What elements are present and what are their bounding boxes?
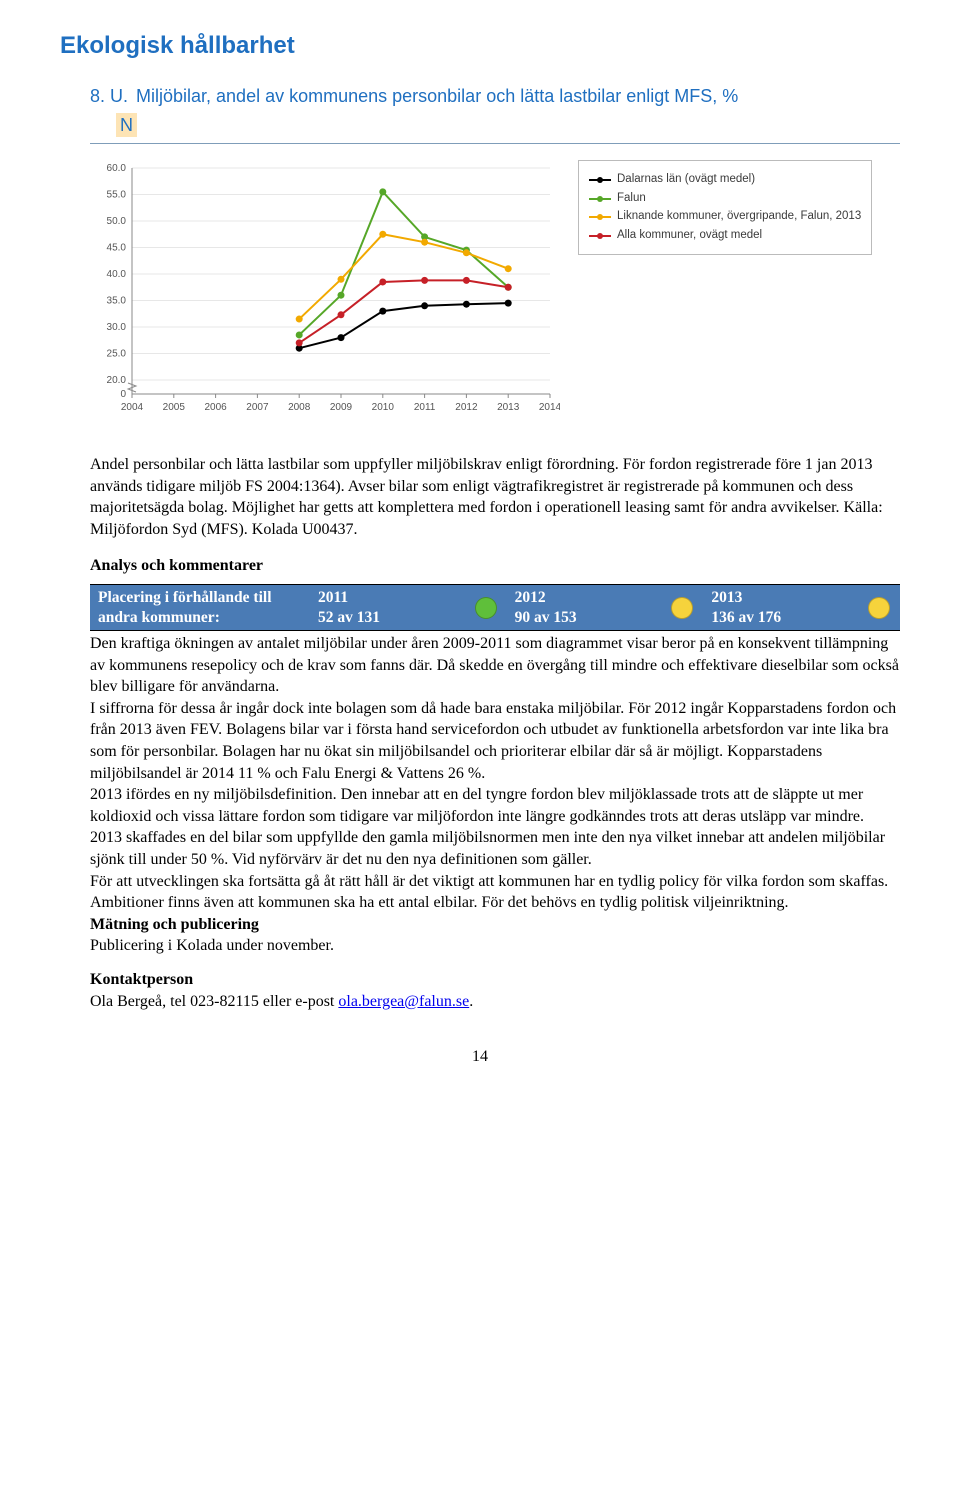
svg-text:50.0: 50.0: [107, 216, 127, 227]
svg-text:45.0: 45.0: [107, 243, 127, 254]
ranking-year: 2011: [318, 588, 499, 607]
svg-text:2011: 2011: [414, 402, 436, 413]
analysis-p2: I siffrorna för dessa år ingår dock inte…: [90, 698, 900, 784]
ranking-label-line2: andra kommuner:: [98, 609, 220, 626]
measure-heading: Mätning och publicering: [90, 914, 900, 936]
chart-legend: Dalarnas län (ovägt medel) Falun Liknande …: [578, 160, 872, 255]
chart-area: 20.0 25.0 30.0 35.0 40.0 45.0 50.0 55.0 60.0 0 200…: [90, 160, 900, 430]
legend-swatch: [589, 231, 611, 241]
line-chart: 20.0 25.0 30.0 35.0 40.0 45.0 50.0 55.0 60.0 0 200…: [90, 160, 560, 430]
contact-email-link[interactable]: ola.bergea@falun.se: [338, 993, 469, 1010]
subheading-text: Miljöbilar, andel av kommunens personbil…: [136, 84, 900, 108]
svg-text:20.0: 20.0: [107, 375, 127, 386]
legend-label: Alla kommuner, ovägt medel: [617, 228, 762, 244]
svg-text:2010: 2010: [372, 402, 395, 413]
svg-text:60.0: 60.0: [107, 163, 127, 174]
legend-row: Dalarnas län (ovägt medel): [589, 172, 861, 188]
svg-text:2013: 2013: [497, 402, 520, 413]
legend-label: Dalarnas län (ovägt medel): [617, 172, 755, 188]
subheading-row: 8. U. Miljöbilar, andel av kommunens per…: [90, 84, 900, 108]
ranking-year: 2012: [515, 588, 696, 607]
legend-swatch: [589, 212, 611, 222]
svg-text:35.0: 35.0: [107, 296, 127, 307]
ranking-label-line1: Placering i förhållande till: [98, 589, 272, 606]
heading-rule: [90, 143, 900, 144]
ranking-rank: 52 av 131: [318, 608, 499, 627]
svg-text:55.0: 55.0: [107, 190, 127, 201]
svg-text:2009: 2009: [330, 402, 353, 413]
ranking-rank: 136 av 176: [711, 608, 892, 627]
svg-text:40.0: 40.0: [107, 269, 127, 280]
ranking-label: Placering i förhållande till andra kommu…: [90, 585, 310, 630]
n-badge: N: [116, 113, 137, 137]
ranking-circle: [671, 597, 693, 619]
contact-heading: Kontaktperson: [90, 969, 900, 991]
ranking-bar: Placering i förhållande till andra kommu…: [90, 584, 900, 631]
legend-row: Liknande kommuner, övergripande, Falun, …: [589, 209, 861, 225]
svg-text:2004: 2004: [121, 402, 144, 413]
analysis-p1: Den kraftiga ökningen av antalet miljöbi…: [90, 633, 900, 698]
contact-line: Ola Bergeå, tel 023-82115 eller e-post o…: [90, 991, 900, 1013]
ranking-col: 2013136 av 176: [703, 585, 900, 630]
contact-block: Kontaktperson Ola Bergeå, tel 023-82115 …: [90, 969, 900, 1012]
svg-text:2014: 2014: [539, 402, 560, 413]
svg-text:30.0: 30.0: [107, 322, 127, 333]
subheading-number: 8. U.: [90, 84, 128, 108]
svg-text:2005: 2005: [163, 402, 186, 413]
chart-description: Andel personbilar och lätta lastbilar so…: [90, 454, 900, 540]
svg-text:25.0: 25.0: [107, 349, 127, 360]
legend-label: Falun: [617, 191, 646, 207]
svg-text:0: 0: [120, 389, 126, 400]
section-heading: Ekologisk hållbarhet: [60, 30, 900, 62]
ranking-col: 201290 av 153: [507, 585, 704, 630]
legend-label: Liknande kommuner, övergripande, Falun, …: [617, 209, 861, 225]
contact-prefix: Ola Bergeå, tel 023-82115 eller e-post: [90, 993, 338, 1010]
analysis-body: Den kraftiga ökningen av antalet miljöbi…: [90, 633, 900, 957]
legend-swatch: [589, 175, 611, 185]
analysis-heading: Analys och kommentarer: [90, 555, 900, 577]
analysis-p4: För att utvecklingen ska fortsätta gå åt…: [90, 871, 900, 914]
legend-row: Alla kommuner, ovägt medel: [589, 228, 861, 244]
ranking-col: 201152 av 131: [310, 585, 507, 630]
ranking-circle: [475, 597, 497, 619]
measure-text: Publicering i Kolada under november.: [90, 935, 900, 957]
legend-row: Falun: [589, 191, 861, 207]
ranking-year: 2013: [711, 588, 892, 607]
legend-swatch: [589, 194, 611, 204]
page-number: 14: [60, 1046, 900, 1068]
analysis-p3: 2013 ifördes en ny miljöbilsdefinition. …: [90, 784, 900, 870]
ranking-rank: 90 av 153: [515, 608, 696, 627]
svg-text:2007: 2007: [246, 402, 269, 413]
svg-text:2006: 2006: [204, 402, 227, 413]
ranking-circle: [868, 597, 890, 619]
svg-text:2012: 2012: [455, 402, 478, 413]
svg-text:2008: 2008: [288, 402, 311, 413]
